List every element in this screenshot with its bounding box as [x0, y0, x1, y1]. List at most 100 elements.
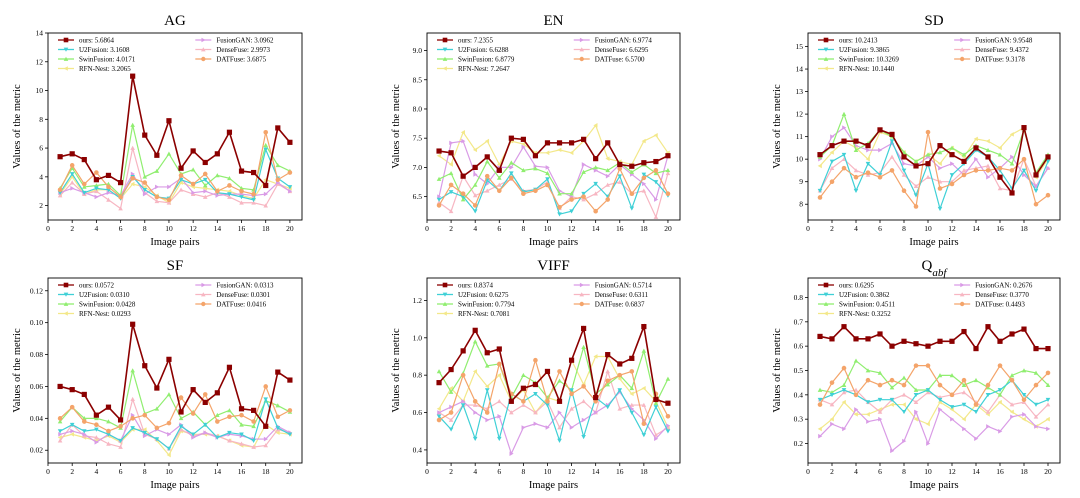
data-point [1033, 188, 1039, 194]
data-point [520, 385, 526, 391]
data-point [81, 429, 87, 434]
series-line [59, 75, 291, 188]
data-point [665, 400, 671, 406]
data-point [178, 173, 184, 178]
data-point [106, 197, 111, 202]
series-fusiongan [437, 389, 671, 456]
series-fusiongan [818, 407, 1051, 454]
data-point [1021, 393, 1027, 398]
x-tick-label: 12 [948, 467, 956, 476]
data-point [118, 194, 123, 200]
data-point [817, 163, 822, 169]
data-point [665, 170, 671, 176]
data-point [841, 388, 847, 393]
data-point [937, 373, 943, 378]
legend: ours: 10.2413 FusionGAN: 9.9548 U2Fusion: … [818, 36, 1033, 73]
data-point [239, 188, 244, 194]
chart-title: SD [924, 13, 943, 29]
data-point [901, 375, 907, 380]
data-point [118, 444, 123, 449]
data-point [509, 410, 514, 415]
series-rfn-nest [817, 125, 1050, 180]
x-tick-label: 14 [972, 224, 980, 233]
data-point [496, 346, 502, 352]
data-point [938, 407, 943, 412]
data-point [593, 410, 598, 415]
data-point [853, 188, 859, 194]
data-point [275, 125, 281, 131]
y-tick-label: 0.8 [794, 293, 804, 302]
x-tick-label: 18 [1020, 224, 1028, 233]
data-point [263, 436, 269, 442]
data-point [202, 177, 208, 183]
data-point [155, 184, 160, 190]
data-point [545, 165, 550, 170]
data-point [581, 194, 586, 199]
data-point [1021, 326, 1027, 332]
data-point [238, 406, 245, 412]
plot-frame [807, 277, 1061, 464]
data-point [829, 336, 835, 342]
data-point [227, 414, 232, 420]
data-point [533, 392, 538, 397]
data-point [69, 151, 75, 157]
y-tick-label: 7.5 [413, 134, 423, 143]
data-point [949, 392, 955, 398]
data-point [557, 369, 562, 374]
data-point [448, 182, 454, 188]
data-point [961, 390, 967, 395]
y-tick-label: 11 [796, 132, 803, 141]
data-point [593, 208, 598, 214]
legend-marker [442, 292, 448, 297]
y-axis-label: Values of the metric [391, 328, 402, 413]
legend-marker [959, 47, 965, 52]
x-tick-label: 8 [902, 467, 906, 476]
data-point [829, 165, 835, 171]
data-point [817, 402, 823, 407]
data-point [263, 191, 269, 197]
x-tick-label: 4 [854, 224, 858, 233]
data-point [629, 369, 635, 374]
data-point [890, 448, 895, 454]
y-tick-label: 8.0 [413, 104, 423, 113]
data-point [118, 206, 123, 211]
y-tick-label: 0.02 [30, 446, 43, 455]
data-point [865, 400, 871, 405]
data-point [251, 407, 257, 413]
data-point [130, 368, 135, 373]
data-point [877, 409, 883, 414]
series-line [438, 388, 669, 443]
series-line [438, 160, 669, 201]
data-point [93, 412, 99, 418]
legend: ours: 0.0572 FusionGAN: 0.0313 U2Fusion: 0… [58, 281, 274, 318]
y-tick-label: 0.12 [30, 286, 43, 295]
data-point [986, 174, 991, 180]
data-point [202, 194, 208, 199]
data-point [973, 377, 979, 383]
data-point [581, 417, 586, 423]
data-point [961, 402, 967, 407]
legend-marker [823, 66, 828, 71]
data-point [653, 132, 658, 138]
data-point [997, 174, 1003, 180]
x-tick-label: 10 [544, 224, 552, 233]
data-point [593, 156, 599, 162]
data-point [641, 348, 647, 353]
data-point [937, 161, 942, 166]
x-tick-label: 12 [568, 224, 576, 233]
series-line [438, 340, 669, 405]
data-point [215, 412, 220, 417]
data-point [985, 147, 991, 152]
data-point [69, 163, 75, 168]
data-point [961, 152, 967, 157]
data-point [998, 429, 1003, 434]
legend-marker [63, 47, 69, 52]
data-point [263, 203, 269, 208]
legend-marker [63, 311, 68, 316]
data-point [227, 192, 232, 197]
data-point [263, 182, 269, 189]
data-point [1009, 190, 1015, 196]
data-point [472, 436, 478, 442]
data-point [889, 385, 895, 390]
data-point [178, 424, 184, 429]
